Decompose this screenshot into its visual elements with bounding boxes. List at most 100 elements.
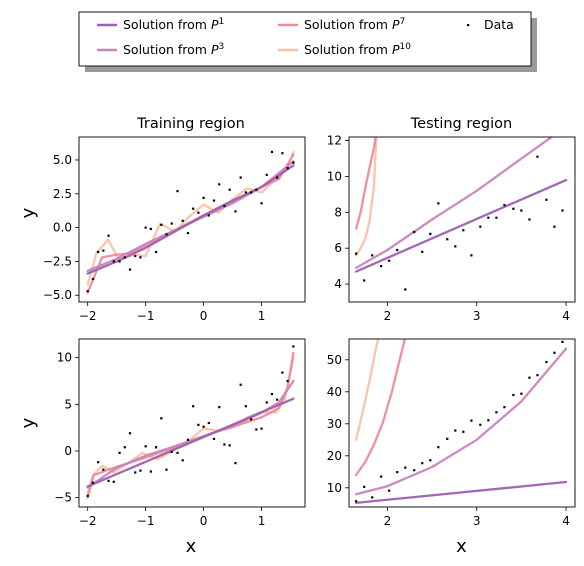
x-tick-label: 1 [258,309,266,323]
data-point [553,225,556,228]
curve-p10-top-left [86,150,295,286]
data-point [160,417,163,420]
curve-p7-bottom-left [86,351,295,499]
data-point [165,233,168,236]
data-point [281,371,284,374]
legend-entry-p1: Solution from P1 [97,17,224,32]
data-point [479,225,482,228]
axes-frame-top-right [348,136,576,303]
data-point [520,392,523,395]
data-point [462,430,465,433]
data-point [487,216,490,219]
panel-top-right: 2 3 4 4 6 8 10 12 [327,134,576,323]
data-point [429,232,432,235]
data-point [276,176,279,179]
data-point [228,444,231,447]
data-point [286,379,289,383]
data-point [202,425,205,428]
panel-top-left: −2 −1 0 1 −5.0 −2.5 0.0 2.5 5.0 [43,136,306,323]
y-tick-label: −5.0 [43,288,72,302]
data-point [512,207,515,210]
x-tick-label: 4 [562,309,570,323]
data-point [112,260,115,263]
x-tick-label: 1 [258,514,266,528]
data-point [495,216,498,219]
x-tick-label: −1 [137,514,155,528]
data-point [107,234,110,237]
data-point [154,446,158,449]
data-point [234,462,237,465]
data-point [528,376,531,379]
data-point [118,451,121,454]
curve-p3-top-right [354,137,554,270]
data-point [454,429,457,432]
y-tick-label: 30 [327,417,342,431]
data-point [355,500,358,503]
data-point [520,209,523,212]
data-point [276,398,279,401]
data-point [212,199,216,202]
data-point [181,219,184,222]
data-point [212,437,216,440]
data-point [91,277,95,281]
y-tick-label: 12 [327,134,342,148]
title-training-region: Training region [136,116,245,132]
data-point [388,259,391,262]
y-tick-label: 8 [334,205,342,219]
legend-frame [78,11,532,67]
data-point [470,254,473,257]
data-point [123,256,126,259]
x-tick-label: −1 [137,309,155,323]
y-tick-label: 10 [57,351,72,365]
data-point [545,198,548,201]
y-tick-label: 6 [334,241,342,255]
data-point [265,173,268,176]
legend-label-data: Data [484,17,514,32]
data-point [536,155,539,158]
data-point [270,392,274,396]
data-point [413,230,416,234]
legend-label-p1: Solution from P1 [123,17,224,32]
data-point [388,489,391,492]
panel-bottom-left: −2 −1 0 1 −5 0 5 10 [54,338,306,528]
data-point [97,250,100,254]
data-point [270,150,274,153]
data-point [154,250,158,254]
y-tick-label: 40 [327,385,342,399]
data-point [255,428,258,431]
x-tick-label: 3 [473,309,481,323]
data-point [255,188,258,191]
data-point [244,405,247,408]
data-point [404,288,407,291]
data-point [437,202,440,205]
data-point [250,418,253,421]
data-point [265,401,268,404]
data-point [170,450,173,454]
ylabel-bottom-left: y [18,417,39,428]
data-point [223,443,226,446]
x-tick-label: 0 [200,309,208,323]
data-point [421,250,424,253]
data-point [503,406,506,409]
curve-p7-bottom-right [354,339,407,477]
y-tick-label: 0.0 [53,221,72,235]
data-point [396,471,399,474]
panel-bottom-right: 2 3 4 10 20 30 40 50 [327,338,576,528]
data-point [149,227,152,231]
x-tick-label: 2 [384,514,392,528]
data-point [128,268,132,271]
data-point [149,470,152,473]
legend: Solution from P1 Solution from P3 Solution… [78,11,534,69]
data-point [186,231,190,235]
data-point [260,427,263,430]
y-tick-label: 2.5 [53,187,72,201]
curve-p3-bottom-right [354,347,568,496]
data-point [144,226,147,229]
axes-frame-top-left [78,136,306,303]
data-point [363,279,366,282]
data-point [228,188,231,191]
data-point [244,191,247,194]
data-point [176,190,179,193]
data-point [503,204,506,207]
data-point [192,405,195,408]
